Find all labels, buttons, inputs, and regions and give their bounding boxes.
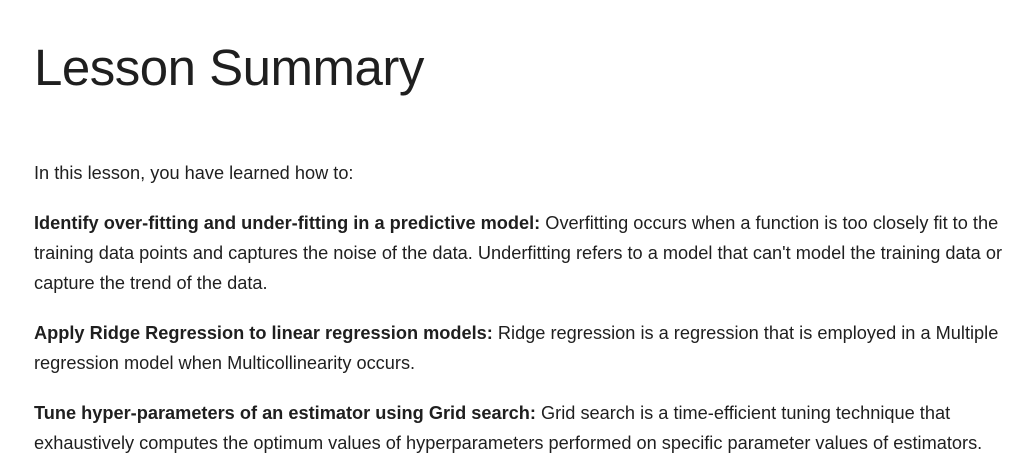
summary-item-body: Grid search is a time-efficient tuning t… — [34, 403, 983, 453]
page-title: Lesson Summary — [34, 39, 424, 96]
summary-item-grid-search: Tune hyper-parameters of an estimator us… — [34, 398, 1024, 458]
summary-item-ridge-regression: Apply Ridge Regression to linear regress… — [34, 318, 1024, 378]
summary-item-body: Ridge regression is a regression that is… — [34, 323, 999, 373]
summary-item-heading: Tune hyper-parameters of an estimator us… — [34, 403, 536, 423]
summary-item-overfitting: Identify over-fitting and under-fitting … — [34, 208, 1024, 298]
summary-item-heading: Identify over-fitting and under-fitting … — [34, 213, 541, 233]
summary-item-body: Overfitting occurs when a function is to… — [34, 213, 1003, 293]
lesson-summary-content: Lesson Summary In this lesson, you have … — [34, 0, 1024, 458]
intro-text: In this lesson, you have learned how to: — [34, 163, 354, 183]
summary-item-heading: Apply Ridge Regression to linear regress… — [34, 323, 493, 343]
